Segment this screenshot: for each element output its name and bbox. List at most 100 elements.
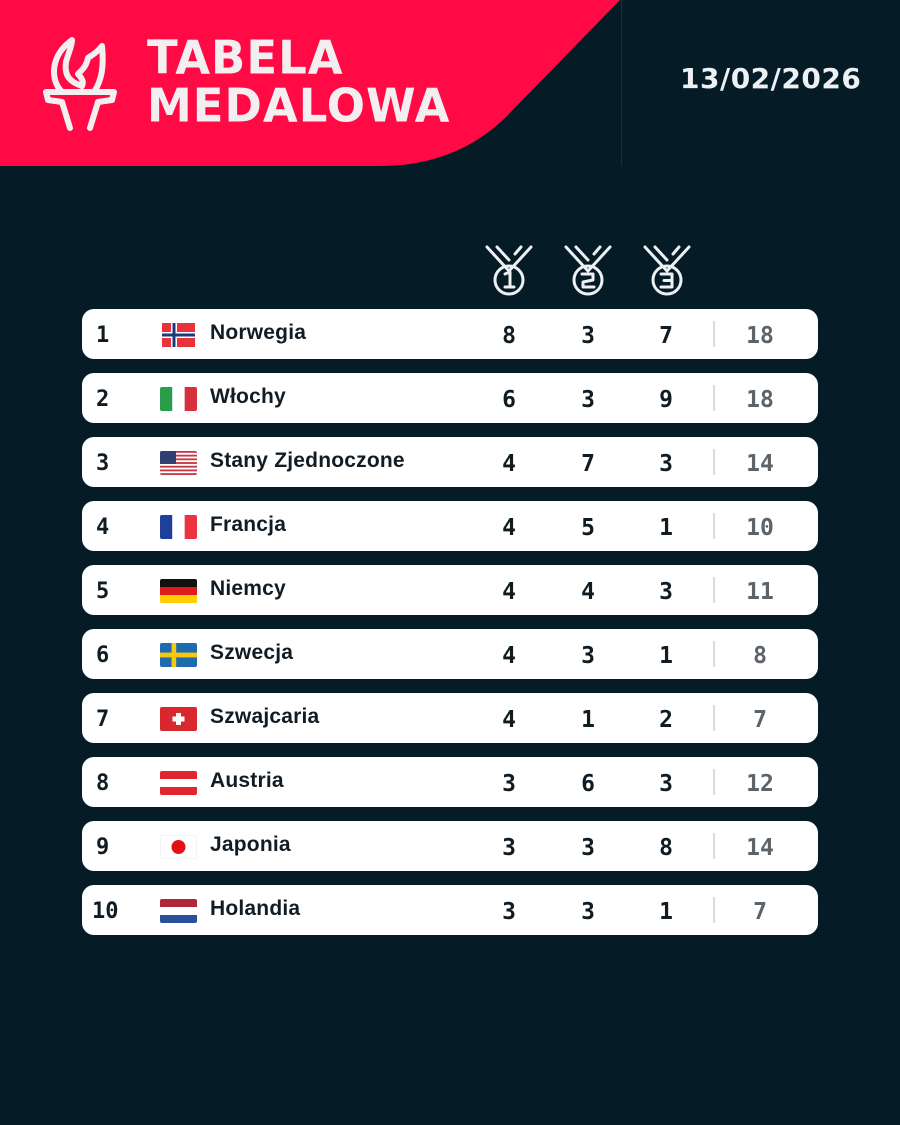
usa-flag-icon: [160, 451, 197, 475]
gold-count: 4: [502, 643, 516, 669]
austria-flag-icon: [160, 771, 197, 795]
total-count: 10: [746, 515, 774, 541]
gold-count: 8: [502, 323, 516, 349]
country-name: Holandia: [210, 897, 301, 920]
germany-flag-icon: [160, 579, 197, 603]
silver-count: 4: [581, 579, 595, 605]
gold-count: 3: [502, 899, 516, 925]
total-divider: [713, 385, 715, 411]
rank: 2: [96, 387, 110, 412]
country-name: Szwecja: [210, 641, 294, 664]
total-count: 8: [753, 643, 767, 669]
silver-count: 3: [581, 387, 595, 413]
bronze-count: 3: [659, 579, 673, 605]
rank: 5: [96, 579, 110, 604]
sweden-flag-icon: [160, 643, 197, 667]
total-count: 11: [746, 579, 774, 605]
bronze-count: 1: [659, 515, 673, 541]
total-divider: [713, 833, 715, 859]
rank: 9: [96, 835, 110, 860]
header-banner: [0, 0, 640, 170]
country-name: Niemcy: [210, 577, 286, 600]
total-count: 18: [746, 323, 774, 349]
gold-count: 3: [502, 835, 516, 861]
bronze-count: 9: [659, 387, 673, 413]
rank: 3: [96, 451, 110, 476]
total-count: 14: [746, 835, 774, 861]
country-name: Włochy: [210, 385, 286, 408]
silver-count: 5: [581, 515, 595, 541]
rank: 1: [96, 323, 110, 348]
table-row[interactable]: 10 Holandia 3 3 1 7: [82, 885, 818, 935]
bronze-count: 2: [659, 707, 673, 733]
table-row[interactable]: 7 Szwajcaria 4 1 2 7: [82, 693, 818, 743]
total-count: 7: [753, 707, 767, 733]
medal-table: 1 Norwegia 8 3 7 18 2 Włochy 6 3 9 18 3: [82, 309, 818, 949]
total-divider: [713, 897, 715, 923]
bronze-count: 8: [659, 835, 673, 861]
switzerland-flag-icon: [160, 707, 197, 731]
medal-2-icon: [563, 244, 613, 298]
country-name: Austria: [210, 769, 284, 792]
silver-count: 7: [581, 451, 595, 477]
table-row[interactable]: 3 Stany Zjednoczone 4 7 3 14: [82, 437, 818, 487]
total-count: 14: [746, 451, 774, 477]
total-divider: [713, 513, 715, 539]
italy-flag-icon: [160, 387, 197, 411]
total-divider: [713, 449, 715, 475]
title-line-1: TABELA: [147, 30, 344, 85]
silver-count: 3: [581, 323, 595, 349]
japan-flag-icon: [160, 835, 197, 859]
gold-count: 3: [502, 771, 516, 797]
medal-3-icon: [642, 244, 692, 298]
rank: 7: [96, 707, 110, 732]
silver-count: 3: [581, 899, 595, 925]
table-row[interactable]: 4 Francja 4 5 1 10: [82, 501, 818, 551]
total-count: 12: [746, 771, 774, 797]
bronze-count: 1: [659, 643, 673, 669]
page-title: TABELA MEDALOWA: [147, 30, 451, 133]
country-name: Stany Zjednoczone: [210, 449, 405, 472]
bronze-count: 1: [659, 899, 673, 925]
gold-count: 4: [502, 707, 516, 733]
bronze-count: 3: [659, 451, 673, 477]
total-divider: [713, 769, 715, 795]
title-line-2: MEDALOWA: [147, 78, 451, 133]
bronze-count: 3: [659, 771, 673, 797]
gold-count: 4: [502, 451, 516, 477]
torch-icon: [42, 36, 118, 132]
france-flag-icon: [160, 515, 197, 539]
total-divider: [713, 577, 715, 603]
rank: 6: [96, 643, 110, 668]
bronze-count: 7: [659, 323, 673, 349]
medal-1-icon: [484, 244, 534, 298]
total-divider: [713, 641, 715, 667]
silver-count: 1: [581, 707, 595, 733]
gold-count: 4: [502, 515, 516, 541]
date-label: 13/02/2026: [680, 62, 862, 95]
norway-flag-icon: [160, 323, 197, 347]
country-name: Japonia: [210, 833, 291, 856]
table-row[interactable]: 8 Austria 3 6 3 12: [82, 757, 818, 807]
country-name: Norwegia: [210, 321, 307, 344]
header-divider: [621, 0, 622, 166]
rank: 8: [96, 771, 110, 796]
silver-count: 6: [581, 771, 595, 797]
silver-count: 3: [581, 643, 595, 669]
total-count: 18: [746, 387, 774, 413]
table-row[interactable]: 5 Niemcy 4 4 3 11: [82, 565, 818, 615]
silver-count: 3: [581, 835, 595, 861]
table-row[interactable]: 1 Norwegia 8 3 7 18: [82, 309, 818, 359]
rank: 4: [96, 515, 110, 540]
total-count: 7: [753, 899, 767, 925]
rank: 10: [92, 899, 119, 924]
table-row[interactable]: 2 Włochy 6 3 9 18: [82, 373, 818, 423]
country-name: Francja: [210, 513, 287, 536]
netherlands-flag-icon: [160, 899, 197, 923]
gold-count: 6: [502, 387, 516, 413]
country-name: Szwajcaria: [210, 705, 320, 728]
table-row[interactable]: 6 Szwecja 4 3 1 8: [82, 629, 818, 679]
total-divider: [713, 705, 715, 731]
table-row[interactable]: 9 Japonia 3 3 8 14: [82, 821, 818, 871]
total-divider: [713, 321, 715, 347]
